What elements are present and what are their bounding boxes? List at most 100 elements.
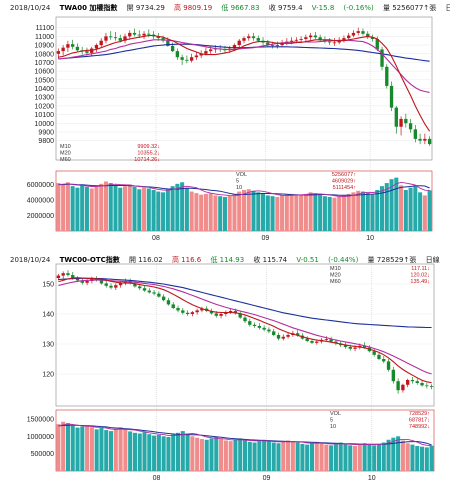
volume-bar bbox=[247, 441, 252, 471]
candle-body bbox=[318, 37, 322, 40]
candle-body bbox=[75, 278, 80, 281]
candle-body bbox=[280, 43, 284, 46]
volume-bar bbox=[403, 190, 408, 231]
candle-body bbox=[190, 312, 195, 314]
volume-bar bbox=[261, 193, 266, 231]
volume-bar bbox=[251, 190, 256, 231]
volume-bar bbox=[103, 181, 108, 231]
price-tick-label: 10100 bbox=[35, 112, 55, 119]
volume-ma10-line bbox=[58, 183, 430, 196]
candle-body bbox=[396, 381, 400, 391]
volume-tick-label: 1500000 bbox=[27, 416, 54, 423]
candle-body bbox=[308, 35, 313, 38]
ma-legend-label: M20 bbox=[330, 273, 341, 279]
volume-bar bbox=[199, 439, 204, 471]
volume-bar bbox=[415, 446, 420, 471]
volume-legend-label: VOL bbox=[236, 172, 247, 178]
price-tick-label: 10600 bbox=[35, 69, 55, 76]
quote-close: 收 9759.4 bbox=[268, 4, 303, 12]
candle-body bbox=[66, 273, 70, 275]
candle-body bbox=[70, 44, 75, 47]
volume-bar bbox=[94, 186, 99, 231]
volume-bar bbox=[284, 194, 289, 231]
volume-bar bbox=[89, 188, 94, 231]
volume-bar bbox=[166, 436, 171, 471]
candle-body bbox=[237, 40, 241, 46]
volume-bar bbox=[70, 425, 75, 471]
candle-body bbox=[281, 336, 285, 339]
volume-bar bbox=[324, 444, 329, 471]
volume-tick-label: 4000000 bbox=[27, 198, 54, 205]
candle-body bbox=[166, 40, 170, 46]
candle-body bbox=[294, 39, 299, 41]
price-tick-label: 150 bbox=[42, 282, 54, 289]
volume-bar bbox=[309, 443, 315, 471]
x-tick-label: 09 bbox=[262, 235, 270, 242]
candle-body bbox=[209, 311, 214, 314]
candle-body bbox=[104, 36, 108, 41]
candle-body bbox=[334, 341, 338, 344]
price-tick-label: 11100 bbox=[36, 25, 55, 32]
index-name: TWC00-OTC指數 bbox=[59, 256, 120, 264]
candle-body bbox=[243, 317, 247, 322]
volume-bar bbox=[108, 431, 114, 471]
candle-body bbox=[161, 296, 166, 301]
candle-body bbox=[427, 138, 432, 145]
ma20-line bbox=[58, 279, 432, 375]
ma-legend-value: 9909.32↓ bbox=[137, 144, 160, 150]
candle-body bbox=[270, 45, 275, 46]
volume-bar bbox=[99, 427, 104, 471]
volume-bar bbox=[346, 193, 351, 231]
price-tick-label: 11000 bbox=[35, 34, 54, 41]
candle-body bbox=[362, 345, 367, 348]
volume-ma5-line bbox=[58, 181, 430, 198]
candle-body bbox=[138, 286, 142, 289]
volume-bar bbox=[294, 194, 299, 231]
volume-bar bbox=[295, 442, 300, 471]
candle-body bbox=[262, 327, 266, 330]
volume-bar bbox=[362, 443, 367, 471]
volume-bar bbox=[275, 196, 280, 231]
volume-bar bbox=[418, 192, 423, 231]
ma60-line bbox=[58, 43, 430, 62]
price-tick-label: 10700 bbox=[35, 60, 55, 67]
volume-bar bbox=[227, 195, 232, 231]
candle-body bbox=[147, 290, 151, 293]
volume-bar bbox=[118, 427, 123, 471]
candle-body bbox=[242, 38, 246, 41]
candle-body bbox=[406, 380, 410, 385]
candle-body bbox=[157, 293, 161, 297]
volume-bar bbox=[356, 190, 361, 231]
volume-legend-value: 4609029↑ bbox=[332, 179, 356, 185]
volume-bar bbox=[271, 442, 276, 471]
volume-tick-label: 1000000 bbox=[27, 434, 54, 441]
volume-bar bbox=[85, 425, 90, 471]
volume-bar bbox=[146, 188, 151, 231]
price-tick-label: 130 bbox=[42, 342, 54, 349]
volume-bar bbox=[394, 177, 399, 231]
candle-body bbox=[257, 326, 262, 328]
quote-open: 開 9734.29 bbox=[126, 4, 165, 12]
volume-bar bbox=[218, 196, 223, 231]
volume-bar bbox=[337, 196, 342, 231]
taiex-chart-panel: 2018/10/24 TWA00 加權指數 開 9734.29 高 9809.1… bbox=[0, 0, 450, 246]
candle-body bbox=[313, 35, 318, 38]
volume-bar bbox=[376, 443, 382, 471]
volume-bar bbox=[204, 439, 209, 471]
volume-bar bbox=[156, 434, 161, 471]
candle-body bbox=[415, 381, 419, 383]
quote-change-pct: (-0.16%) bbox=[343, 4, 374, 12]
volume-bar bbox=[137, 189, 142, 231]
volume-bar bbox=[61, 421, 66, 471]
volume-tick-label: 500000 bbox=[31, 451, 54, 458]
volume-bar bbox=[391, 437, 396, 471]
candle-body bbox=[170, 45, 175, 52]
candle-body bbox=[109, 36, 113, 38]
quote-change: V-15.8 bbox=[311, 4, 335, 12]
volume-bar bbox=[246, 189, 251, 231]
volume-bar bbox=[213, 195, 218, 231]
candle-body bbox=[408, 123, 413, 130]
candle-body bbox=[423, 138, 427, 141]
candle-body bbox=[348, 347, 352, 349]
volume-bar bbox=[257, 441, 262, 471]
